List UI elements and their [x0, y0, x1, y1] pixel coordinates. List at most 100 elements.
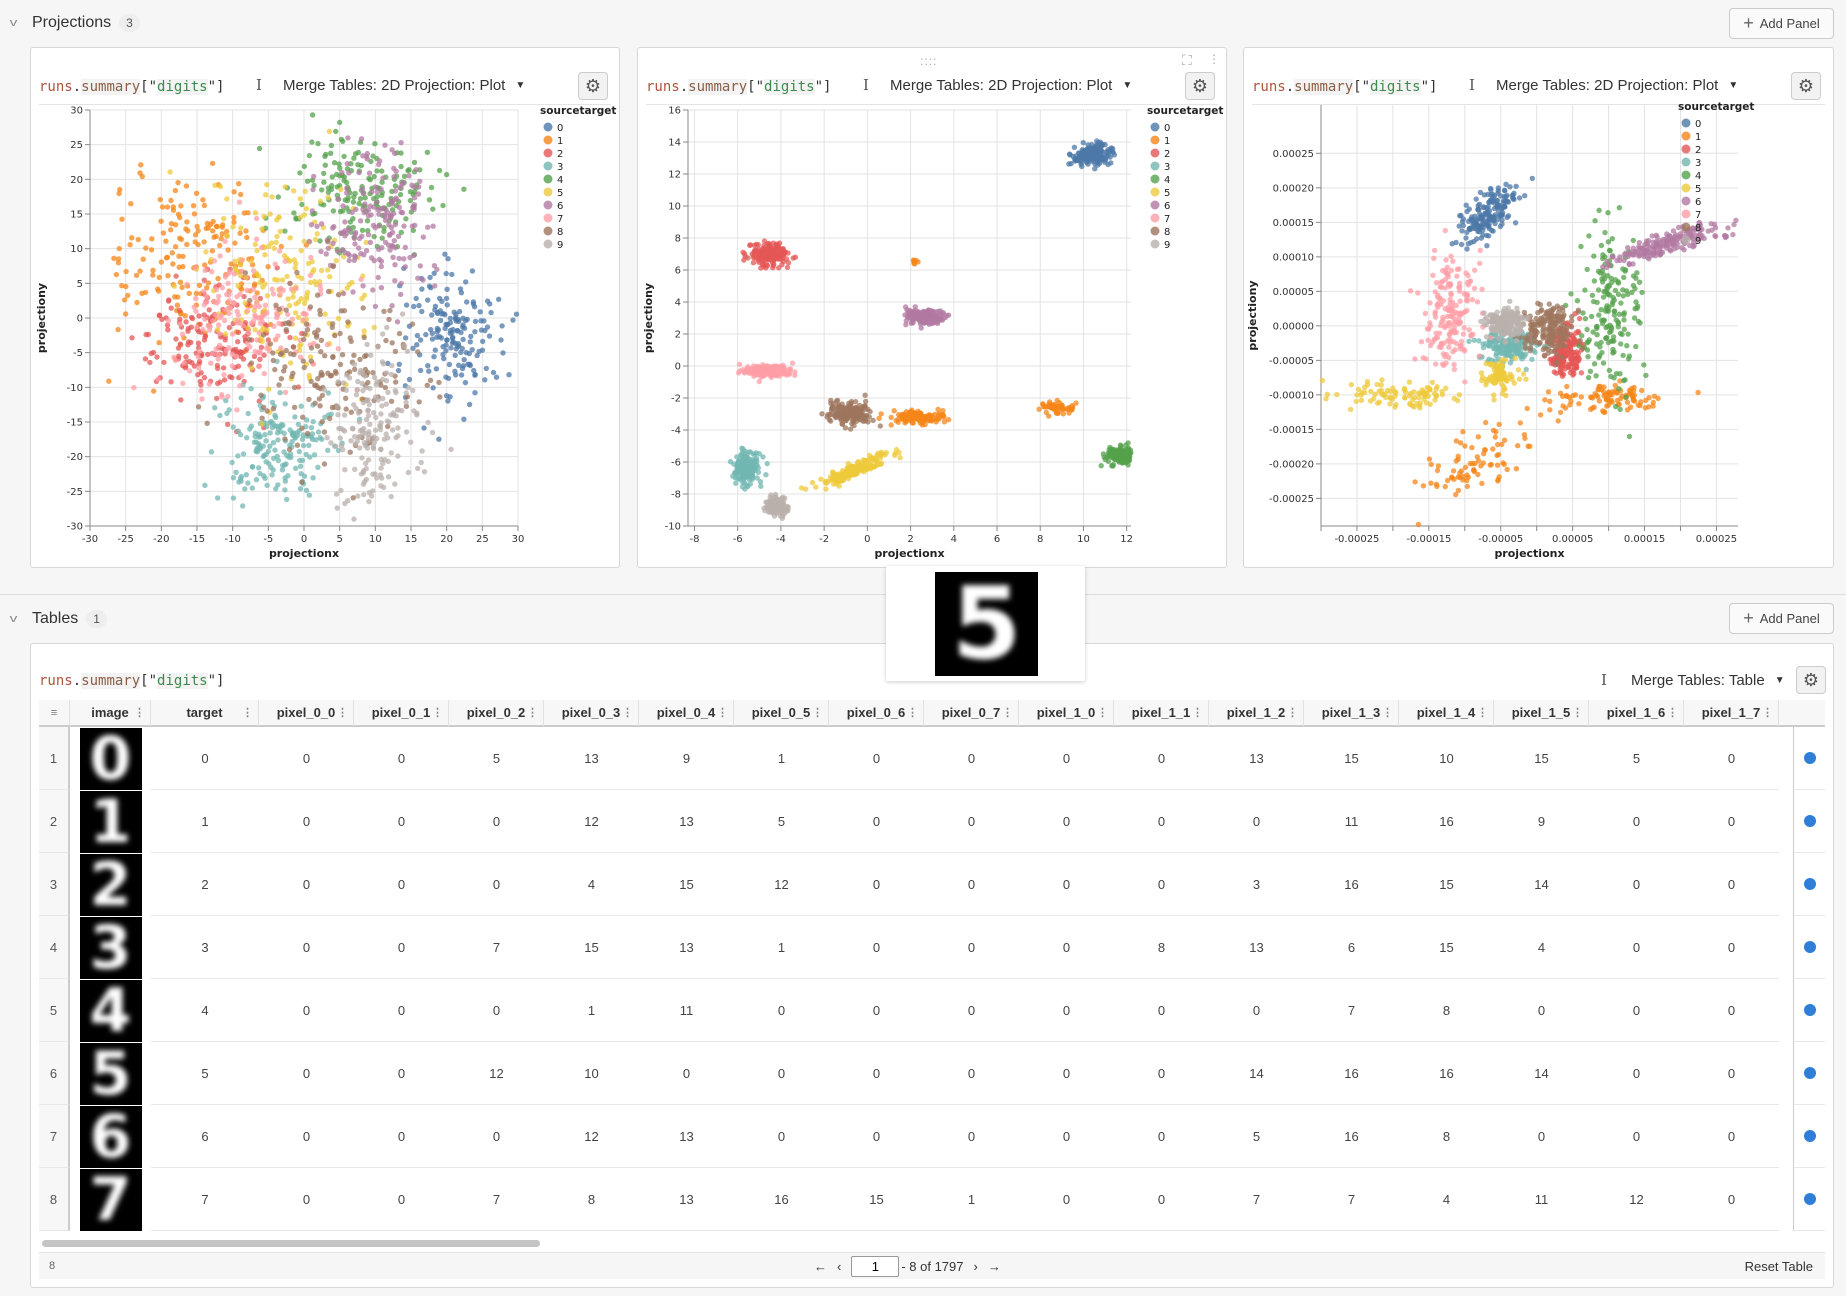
data-point-class-2[interactable] [220, 365, 227, 371]
data-point-class-4[interactable] [337, 208, 344, 215]
data-point-class-0[interactable] [459, 345, 465, 352]
data-point-class-5[interactable] [1376, 388, 1382, 395]
data-point-class-8[interactable] [319, 419, 325, 425]
data-point-class-2[interactable] [747, 242, 753, 248]
data-point-class-1[interactable] [1515, 443, 1521, 449]
data-point-class-5[interactable] [271, 245, 277, 251]
data-point-class-4[interactable] [1621, 274, 1627, 281]
data-point-class-5[interactable] [862, 458, 868, 464]
data-point-class-3[interactable] [303, 487, 310, 493]
data-point-class-6[interactable] [907, 313, 914, 320]
data-point-class-5[interactable] [798, 485, 805, 491]
data-point-class-5[interactable] [870, 463, 876, 469]
data-point-class-8[interactable] [294, 442, 301, 448]
data-point-class-5[interactable] [327, 274, 333, 280]
data-point-class-7[interactable] [226, 298, 232, 304]
data-point-class-4[interactable] [1125, 453, 1131, 459]
data-point-class-9[interactable] [388, 371, 395, 378]
data-point-class-4[interactable] [344, 179, 350, 186]
query-expression[interactable]: runs.summary["digits"] [39, 79, 224, 95]
data-point-class-7[interactable] [208, 360, 214, 366]
data-point-class-4[interactable] [356, 200, 362, 207]
data-point-class-8[interactable] [852, 399, 859, 405]
data-point-class-6[interactable] [413, 167, 419, 173]
data-point-class-8[interactable] [388, 398, 395, 404]
data-point-class-3[interactable] [740, 470, 746, 477]
data-point-class-6[interactable] [365, 213, 372, 219]
data-point-class-5[interactable] [1454, 397, 1461, 404]
legend-label[interactable]: 3 [1164, 162, 1170, 173]
data-point-class-0[interactable] [482, 377, 488, 383]
data-point-class-1[interactable] [215, 275, 221, 282]
data-point-class-3[interactable] [747, 481, 754, 487]
data-point-class-8[interactable] [870, 417, 876, 424]
legend-label[interactable]: 7 [557, 214, 563, 225]
legend-swatch[interactable] [543, 148, 553, 158]
data-point-class-5[interactable] [296, 343, 303, 349]
data-point-class-3[interactable] [1489, 341, 1496, 347]
data-point-class-8[interactable] [436, 379, 442, 386]
data-point-class-5[interactable] [307, 354, 314, 360]
data-point-class-9[interactable] [370, 471, 376, 477]
data-point-class-5[interactable] [293, 310, 299, 316]
data-point-class-1[interactable] [1475, 471, 1481, 478]
data-point-class-1[interactable] [1060, 411, 1066, 417]
data-point-class-8[interactable] [301, 336, 307, 343]
data-point-class-1[interactable] [148, 247, 155, 253]
data-point-class-6[interactable] [391, 210, 397, 217]
data-point-class-8[interactable] [834, 406, 841, 412]
data-point-class-1[interactable] [178, 203, 184, 209]
data-point-class-0[interactable] [1512, 220, 1519, 226]
data-point-class-2[interactable] [198, 382, 204, 388]
data-point-class-0[interactable] [428, 326, 434, 333]
data-point-class-6[interactable] [380, 175, 386, 181]
data-point-class-4[interactable] [293, 216, 299, 222]
data-point-class-8[interactable] [849, 420, 855, 427]
data-point-class-1[interactable] [165, 273, 171, 279]
legend-swatch[interactable] [543, 200, 553, 210]
data-point-class-1[interactable] [1605, 397, 1612, 404]
data-point-class-7[interactable] [180, 380, 186, 386]
data-point-class-1[interactable] [878, 411, 884, 417]
data-point-class-2[interactable] [785, 260, 792, 266]
data-point-class-4[interactable] [1589, 292, 1596, 298]
data-point-class-6[interactable] [342, 219, 348, 225]
data-point-class-3[interactable] [280, 422, 286, 428]
data-point-class-7[interactable] [225, 280, 231, 286]
data-point-class-8[interactable] [301, 364, 307, 371]
data-point-class-9[interactable] [378, 411, 384, 417]
data-point-class-9[interactable] [344, 372, 350, 378]
data-point-class-3[interactable] [750, 459, 756, 465]
data-point-class-1[interactable] [1042, 404, 1049, 410]
data-point-class-5[interactable] [248, 258, 254, 265]
data-point-class-9[interactable] [379, 475, 385, 481]
data-point-class-8[interactable] [839, 421, 845, 427]
data-point-class-2[interactable] [214, 395, 220, 402]
data-point-class-2[interactable] [159, 316, 165, 323]
data-point-class-3[interactable] [1507, 360, 1514, 366]
data-point-class-4[interactable] [1636, 279, 1643, 285]
data-point-class-9[interactable] [785, 504, 791, 510]
data-point-class-0[interactable] [1480, 232, 1486, 238]
data-point-class-8[interactable] [319, 392, 326, 399]
data-point-class-1[interactable] [209, 160, 216, 167]
data-point-class-5[interactable] [813, 484, 819, 490]
data-point-class-6[interactable] [375, 274, 381, 281]
data-point-class-9[interactable] [357, 445, 363, 451]
data-point-class-6[interactable] [371, 258, 377, 264]
data-point-class-1[interactable] [1631, 392, 1637, 398]
data-point-class-7[interactable] [256, 303, 263, 310]
data-point-class-4[interactable] [1598, 242, 1605, 249]
data-point-class-4[interactable] [1602, 254, 1608, 260]
data-point-class-4[interactable] [440, 202, 446, 209]
data-point-class-7[interactable] [317, 282, 323, 289]
data-point-class-5[interactable] [1416, 390, 1422, 396]
data-point-class-0[interactable] [442, 251, 448, 257]
data-point-class-7[interactable] [206, 381, 212, 387]
data-point-class-7[interactable] [274, 312, 281, 318]
data-point-class-0[interactable] [1502, 188, 1508, 194]
data-point-class-1[interactable] [1487, 462, 1493, 468]
data-point-class-8[interactable] [318, 349, 324, 355]
data-point-class-3[interactable] [300, 442, 307, 449]
data-point-class-6[interactable] [346, 170, 352, 176]
